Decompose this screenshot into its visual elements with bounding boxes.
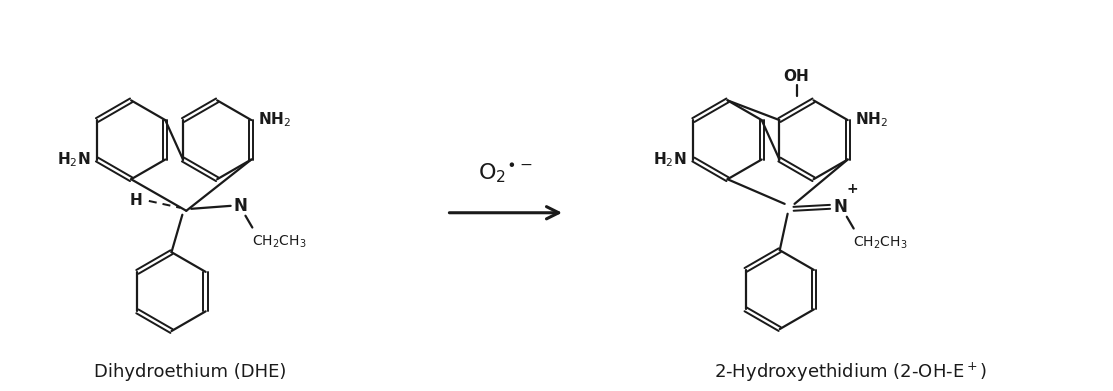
Text: NH$_2$: NH$_2$ [855, 111, 887, 129]
Text: CH$_2$CH$_3$: CH$_2$CH$_3$ [853, 235, 907, 251]
Text: O$_2$$^{\bullet -}$: O$_2$$^{\bullet -}$ [479, 161, 533, 185]
Text: CH$_2$CH$_3$: CH$_2$CH$_3$ [253, 233, 307, 250]
Text: Dihydroethium (DHE): Dihydroethium (DHE) [95, 364, 286, 382]
Text: 2-Hydroxyethidium (2-OH-E$^+$): 2-Hydroxyethidium (2-OH-E$^+$) [715, 361, 987, 384]
Text: H$_2$N: H$_2$N [653, 150, 687, 169]
Text: H: H [129, 194, 142, 208]
Text: N: N [234, 197, 247, 215]
Text: OH: OH [784, 68, 809, 84]
Text: +: + [847, 182, 858, 196]
Text: N: N [834, 198, 848, 216]
Text: NH$_2$: NH$_2$ [258, 111, 292, 129]
Text: H$_2$N: H$_2$N [57, 150, 90, 169]
